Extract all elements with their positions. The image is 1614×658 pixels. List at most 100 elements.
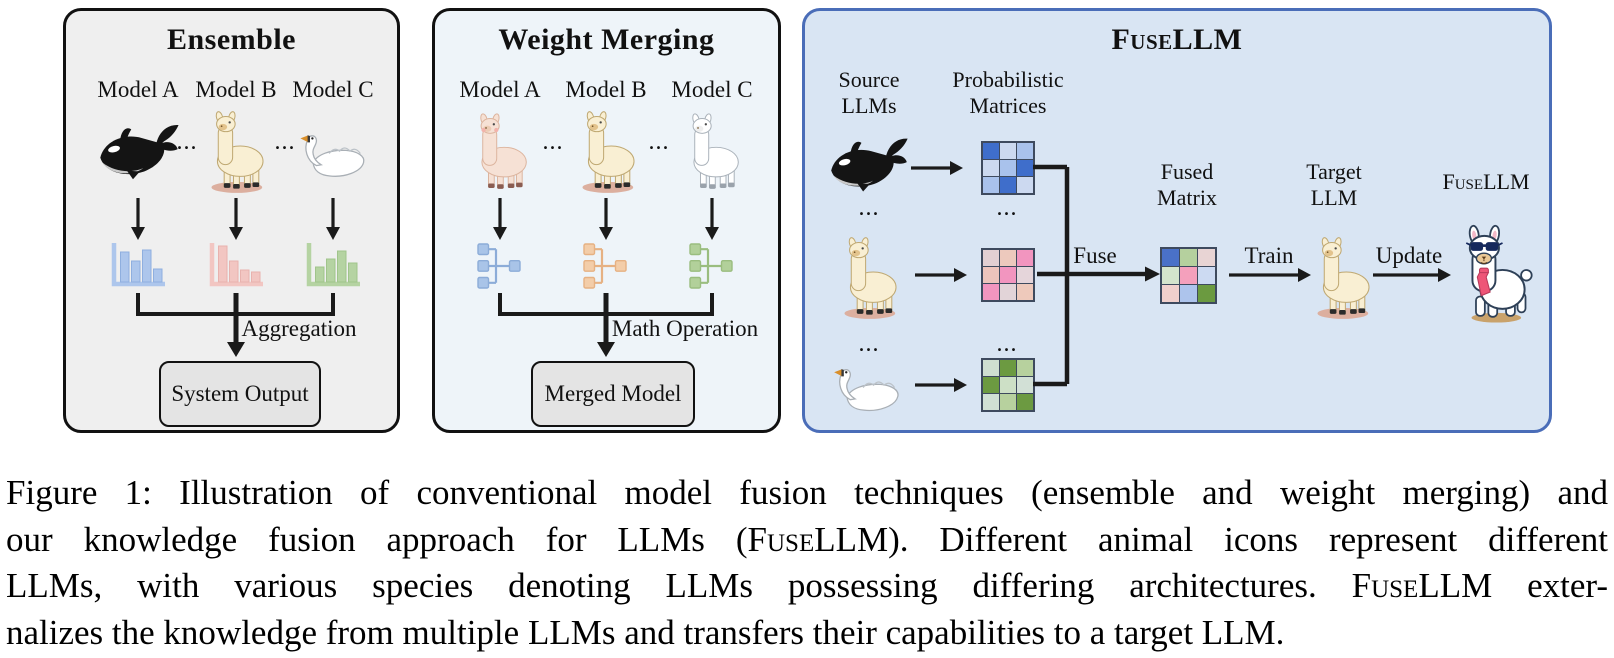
ellipsis: ... [858, 331, 880, 357]
matrix-cell [1000, 143, 1016, 159]
down-arrow [704, 198, 720, 245]
matrix-cell [1180, 249, 1197, 266]
swan-icon [825, 357, 911, 415]
caption-text: LLMs, with various species denoting LLMs… [6, 566, 1352, 605]
matrix-cell [1017, 177, 1033, 193]
down-arrow [130, 198, 146, 245]
ellipsis: ... [542, 129, 564, 155]
probabilistic-matrices-label: Probabilistic Matrices [952, 67, 1064, 118]
distribution-pink-icon [205, 239, 267, 291]
matrix-cell [983, 160, 999, 176]
figure-caption: Figure 1: Illustration of conventional m… [6, 470, 1608, 656]
matrix-cell [1000, 250, 1016, 266]
panel-fusellm-title: FuseLLM [1111, 23, 1243, 56]
right-arrow [1373, 267, 1451, 288]
matrix-cell [1000, 360, 1016, 376]
matrix-cell [1162, 267, 1179, 284]
panel-ensemble-title: Ensemble [166, 23, 296, 56]
matrix-cell [1000, 160, 1016, 176]
matrix-cell [1017, 143, 1033, 159]
matrix-cell [1017, 394, 1033, 410]
panel-fusellm: FuseLLM Source LLMs Probabilistic Matrices… [802, 8, 1552, 433]
matrix-cell [983, 394, 999, 410]
matrix-cell [1000, 394, 1016, 410]
merge-bracket [136, 293, 335, 357]
fuse-bracket [1033, 164, 1160, 387]
probabilistic-matrix-pink [981, 248, 1035, 302]
model-a-label: Model A [97, 77, 179, 102]
model-c-label: Model C [292, 77, 374, 102]
orca-icon [827, 133, 911, 193]
matrix-cell [1017, 250, 1033, 266]
llama-icon [1304, 229, 1380, 321]
update-label: Update [1375, 243, 1443, 268]
right-arrow [915, 267, 967, 288]
ellipsis: ... [996, 331, 1018, 357]
ellipsis: ... [858, 195, 880, 221]
merged-model-label: Merged Model [544, 381, 682, 406]
right-arrow [915, 377, 967, 398]
ellipsis: ... [996, 195, 1018, 221]
matrix-cell [983, 284, 999, 300]
caption-line: Figure 1: Illustration of conventional m… [6, 470, 1608, 517]
caption-text: FuseLLM [747, 519, 889, 559]
matrix-cell [1180, 285, 1197, 302]
system-output-box: System Output [159, 361, 321, 427]
matrix-cell [1000, 377, 1016, 393]
probabilistic-matrix-green [981, 358, 1035, 412]
merge-bracket [498, 293, 714, 357]
panel-weight-merging: Weight Merging Model A Model B Model C [432, 8, 781, 433]
matrix-cell [1198, 249, 1215, 266]
matrix-cell [1017, 377, 1033, 393]
fused-matrix [1160, 247, 1217, 304]
caption-text: FuseLLM [1351, 566, 1493, 605]
model-b-label: Model B [195, 77, 277, 102]
matrix-cell [1162, 249, 1179, 266]
model-a-label: Model A [459, 77, 541, 102]
model-b-label: Model B [565, 77, 647, 102]
caption-text: nalizes the knowledge from multiple LLMs… [6, 612, 1285, 652]
fusellm-label: FuseLLM [1442, 169, 1530, 194]
matrix-cell [1162, 285, 1179, 302]
caption-text: our knowledge fusion approach for LLMs ( [6, 519, 748, 559]
down-arrow [325, 198, 341, 245]
matrix-cell [1017, 160, 1033, 176]
math-operation-label: Math Operation [611, 316, 759, 341]
caption-text: exter- [1492, 566, 1608, 605]
matrix-cell [983, 267, 999, 283]
llama-icon [569, 103, 645, 195]
system-output-label: System Output [171, 381, 309, 406]
fuse-label: Fuse [1073, 243, 1117, 268]
matrix-cell [1198, 285, 1215, 302]
down-arrow [598, 198, 614, 245]
train-label: Train [1244, 243, 1294, 268]
probabilistic-matrix-blue [981, 141, 1035, 195]
weights-blue-icon [475, 241, 527, 291]
caption-text: ). Different animal icons represent diff… [888, 519, 1608, 559]
llama-icon [831, 229, 907, 321]
target-llm-label: Target LLM [1306, 159, 1362, 210]
matrix-cell [983, 377, 999, 393]
matrix-cell [1017, 267, 1033, 283]
llama-white-icon [675, 103, 749, 195]
cool-llama-icon [1453, 201, 1537, 323]
model-c-label: Model C [671, 77, 753, 102]
source-llms-label: Source LLMs [838, 67, 900, 118]
matrix-cell [1017, 360, 1033, 376]
ellipsis: ... [176, 129, 198, 155]
down-arrow [228, 198, 244, 245]
weights-orange-icon [581, 241, 633, 291]
distribution-green-icon [302, 239, 364, 291]
matrix-cell [1000, 267, 1016, 283]
matrix-cell [983, 360, 999, 376]
orca-icon [96, 119, 182, 181]
matrix-cell [983, 250, 999, 266]
right-arrow [911, 160, 963, 181]
matrix-cell [1000, 284, 1016, 300]
merged-model-box: Merged Model [531, 361, 695, 427]
panel-ensemble: Ensemble Model A Model B Model C [63, 8, 400, 433]
down-arrow [492, 198, 508, 245]
caption-line: LLMs, with various species denoting LLMs… [6, 563, 1608, 610]
caption-line: nalizes the knowledge from multiple LLMs… [6, 610, 1608, 657]
